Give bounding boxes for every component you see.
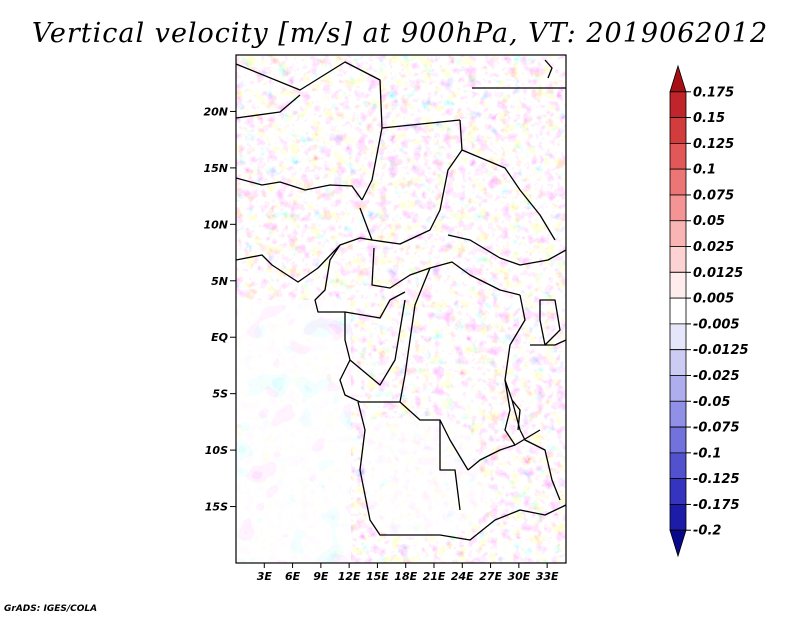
colorbar-label: 0.175 xyxy=(693,85,734,100)
colorbar-segment xyxy=(669,478,687,505)
colorbar-segment xyxy=(669,323,687,351)
colorbar-label: 0.025 xyxy=(693,240,734,255)
colorbar-segment xyxy=(669,271,687,299)
colorbar-label: 0.125 xyxy=(693,137,734,152)
velocity-field xyxy=(236,55,566,563)
colorbar-label: 0.15 xyxy=(693,111,725,126)
colorbar-label: -0.175 xyxy=(693,498,740,513)
colorbar-segment xyxy=(669,194,687,222)
colorbar-segment xyxy=(669,246,687,273)
grads-credit: GrADS: IGES/COLA xyxy=(4,604,97,614)
lat-tick-label: 15N xyxy=(203,162,228,175)
lon-tick-label: 9E xyxy=(313,570,329,583)
lon-tick-label: 18E xyxy=(394,570,417,583)
lon-tick-label: 30E xyxy=(507,570,530,583)
longitude-axis: 3E 6E 9E 12E 15E 18E 21E 24E 27E 30E 33E xyxy=(257,563,559,583)
lat-tick-label: 15S xyxy=(205,501,228,514)
lat-tick-label: 5S xyxy=(212,388,228,401)
colorbar-segment xyxy=(669,297,687,325)
colorbar-segment xyxy=(669,220,687,247)
colorbar-segment xyxy=(669,117,687,144)
lat-tick-label: 20N xyxy=(203,105,228,118)
lon-tick-label: 6E xyxy=(285,570,301,583)
colorbar-label: -0.0125 xyxy=(693,343,749,358)
colorbar-label: 0.0125 xyxy=(693,266,743,281)
atlantic-ocean-field xyxy=(236,300,351,563)
lon-tick-label: 21E xyxy=(423,570,446,583)
lon-tick-label: 24E xyxy=(451,570,474,583)
colorbar-segment xyxy=(669,400,687,428)
colorbar-segment xyxy=(669,168,687,196)
lat-tick-label: 10N xyxy=(203,218,228,231)
colorbar-label: -0.1 xyxy=(693,446,721,461)
colorbar-label: -0.025 xyxy=(693,369,740,384)
country-borders xyxy=(236,59,566,541)
map-frame xyxy=(235,54,567,564)
colorbar-segment xyxy=(669,91,687,118)
colorbar-segment xyxy=(669,452,687,480)
colorbar-label: -0.2 xyxy=(693,524,721,539)
colorbar-segment xyxy=(669,349,687,376)
colorbar-segment xyxy=(669,64,687,93)
latitude-axis: 20N 15N 10N 5N EQ 5S 10S 15S xyxy=(203,105,236,514)
colorbar-label: 0.05 xyxy=(693,214,725,229)
lat-tick-label: EQ xyxy=(211,331,228,344)
lat-tick-label: 10S xyxy=(205,444,228,457)
lon-tick-label: 27E xyxy=(479,570,502,583)
chart-title: Vertical velocity [m/s] at 900hPa, VT: 2… xyxy=(32,18,768,49)
lat-tick-label: 5N xyxy=(211,275,228,288)
colorbar-segment xyxy=(669,426,687,454)
colorbar-label: 0.005 xyxy=(693,292,734,307)
colorbar-label: -0.005 xyxy=(693,317,740,332)
angola-plateau-field xyxy=(362,415,495,540)
colorbar-segment xyxy=(669,504,687,531)
lon-tick-label: 15E xyxy=(366,570,389,583)
colorbar-segment xyxy=(669,529,687,558)
lon-tick-label: 3E xyxy=(257,570,273,583)
colorbar-segment xyxy=(669,375,687,402)
colorbar: 0.175 0.15 0.125 0.1 0.075 0.05 0.025 0.0125 0.0… xyxy=(669,64,749,558)
colorbar-segment xyxy=(669,142,687,170)
colorbar-label: -0.125 xyxy=(693,472,740,487)
colorbar-label: -0.075 xyxy=(693,421,740,436)
colorbar-label: -0.05 xyxy=(693,395,730,410)
colorbar-label: 0.075 xyxy=(693,188,734,203)
lon-tick-label: 33E xyxy=(536,570,559,583)
lon-tick-label: 12E xyxy=(338,570,361,583)
colorbar-label: 0.1 xyxy=(693,163,716,178)
